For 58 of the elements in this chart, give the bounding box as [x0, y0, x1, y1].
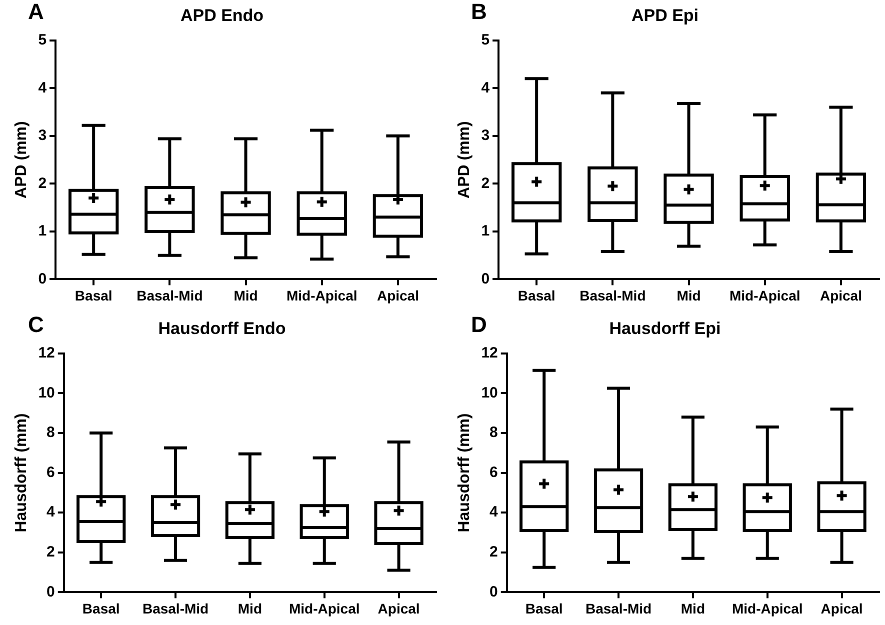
x-tick-label: Apical	[820, 600, 863, 616]
y-tick-label: 1	[38, 222, 47, 240]
y-tick-label: 8	[46, 424, 55, 442]
x-tick-label: Basal-Mid	[142, 600, 209, 616]
x-tick-label: Basal	[525, 600, 563, 616]
x-tick-label: Basal	[518, 287, 556, 304]
y-tick-label: 12	[38, 344, 55, 362]
y-tick-label: 6	[490, 464, 498, 481]
x-tick-label: Basal-Mid	[580, 287, 646, 304]
x-tick-label: Mid	[238, 600, 262, 616]
y-tick-label: 0	[490, 583, 498, 600]
y-tick-label: 2	[38, 174, 47, 192]
x-tick-label: Mid-Apical	[729, 287, 800, 304]
y-tick-label: 10	[481, 384, 498, 402]
y-tick-label: 5	[38, 32, 47, 49]
chart-title: APD Epi	[631, 6, 699, 25]
y-tick-label: 1	[481, 222, 490, 240]
y-tick-label: 0	[46, 583, 55, 600]
y-axis-title: APD (mm)	[13, 121, 30, 198]
y-tick-label: 10	[38, 384, 55, 402]
y-tick-label: 4	[481, 79, 490, 96]
x-tick-label: Mid-Apical	[732, 600, 803, 616]
chart-title: Hausdorff Endo	[158, 318, 286, 338]
y-tick-label: 3	[481, 127, 490, 144]
y-tick-label: 4	[490, 504, 499, 521]
y-tick-label: 2	[490, 544, 498, 561]
y-tick-label: 0	[38, 270, 47, 288]
y-axis-title: Hausdorff (mm)	[456, 413, 474, 532]
y-tick-label: 4	[38, 79, 48, 96]
x-tick-label: Basal-Mid	[585, 600, 652, 616]
y-tick-label: 3	[38, 127, 47, 144]
text: D	[471, 312, 487, 338]
y-axis-title: APD (mm)	[456, 121, 474, 198]
x-tick-label: Mid	[680, 600, 705, 616]
chart-title: APD Endo	[180, 6, 264, 25]
text: C	[28, 312, 44, 338]
x-tick-label: Mid	[676, 287, 701, 304]
y-axis-title: Hausdorff (mm)	[13, 413, 30, 532]
y-tick-label: 5	[481, 32, 490, 49]
x-tick-label: Mid-Apical	[286, 287, 358, 304]
y-tick-label: 12	[481, 344, 498, 362]
y-tick-label: 2	[46, 544, 55, 561]
y-tick-label: 4	[46, 504, 56, 521]
y-tick-label: 8	[490, 424, 498, 442]
x-tick-label: Apical	[376, 287, 419, 304]
chart-title: Hausdorff Epi	[609, 318, 721, 338]
x-tick-label: Apical	[378, 600, 420, 616]
x-tick-label: Mid-Apical	[288, 600, 360, 616]
text: B	[471, 0, 487, 24]
x-tick-label: Apical	[820, 287, 862, 304]
y-tick-label: 2	[481, 174, 490, 192]
x-tick-label: Mid	[234, 287, 258, 304]
y-tick-label: 6	[46, 464, 55, 481]
text: A	[28, 0, 44, 24]
x-tick-label: Basal	[74, 287, 112, 304]
y-tick-label: 0	[481, 270, 490, 288]
x-tick-label: Basal	[82, 600, 120, 616]
x-tick-label: Basal-Mid	[136, 287, 203, 304]
